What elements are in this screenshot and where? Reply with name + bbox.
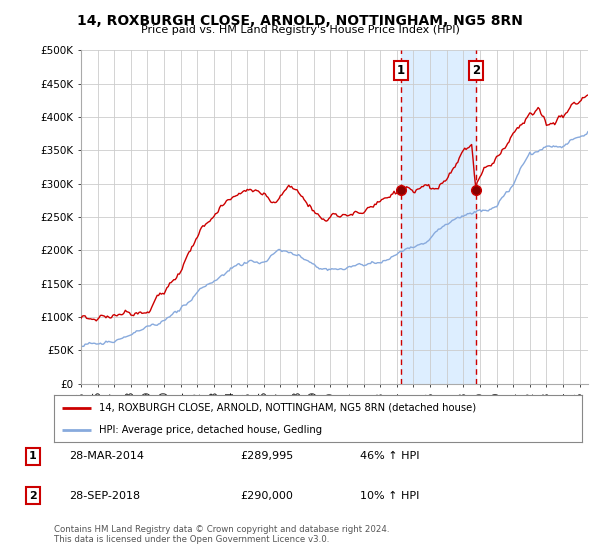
Text: 2: 2 (29, 491, 37, 501)
Text: 28-SEP-2018: 28-SEP-2018 (69, 491, 140, 501)
Text: 1: 1 (397, 64, 405, 77)
Text: 2: 2 (472, 64, 480, 77)
Text: 28-MAR-2014: 28-MAR-2014 (69, 451, 144, 461)
Text: £290,000: £290,000 (240, 491, 293, 501)
Text: 14, ROXBURGH CLOSE, ARNOLD, NOTTINGHAM, NG5 8RN (detached house): 14, ROXBURGH CLOSE, ARNOLD, NOTTINGHAM, … (99, 403, 476, 413)
Text: 1: 1 (29, 451, 37, 461)
Text: 46% ↑ HPI: 46% ↑ HPI (360, 451, 419, 461)
Text: Contains HM Land Registry data © Crown copyright and database right 2024.
This d: Contains HM Land Registry data © Crown c… (54, 525, 389, 544)
Text: HPI: Average price, detached house, Gedling: HPI: Average price, detached house, Gedl… (99, 424, 322, 435)
Bar (401, 50, 476, 384)
Text: £289,995: £289,995 (240, 451, 293, 461)
Text: Price paid vs. HM Land Registry's House Price Index (HPI): Price paid vs. HM Land Registry's House … (140, 25, 460, 35)
Text: 10% ↑ HPI: 10% ↑ HPI (360, 491, 419, 501)
Text: 14, ROXBURGH CLOSE, ARNOLD, NOTTINGHAM, NG5 8RN: 14, ROXBURGH CLOSE, ARNOLD, NOTTINGHAM, … (77, 14, 523, 28)
